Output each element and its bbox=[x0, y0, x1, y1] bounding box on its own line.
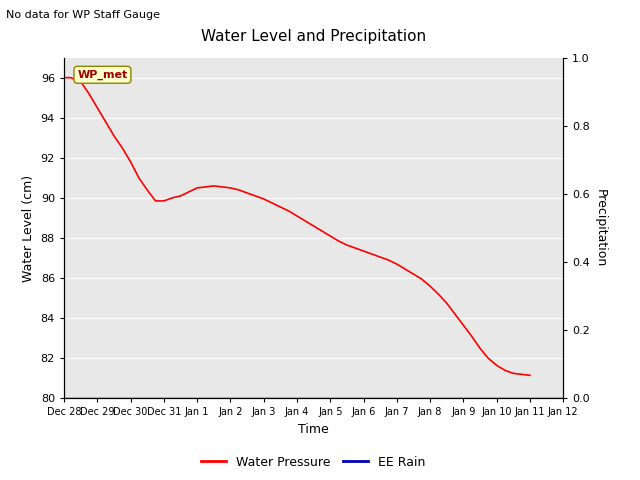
Text: No data for WP Staff Gauge: No data for WP Staff Gauge bbox=[6, 10, 161, 20]
Text: Water Level and Precipitation: Water Level and Precipitation bbox=[201, 29, 426, 44]
X-axis label: Time: Time bbox=[298, 423, 329, 436]
Y-axis label: Water Level (cm): Water Level (cm) bbox=[22, 174, 35, 282]
Legend: Water Pressure, EE Rain: Water Pressure, EE Rain bbox=[196, 451, 431, 474]
Y-axis label: Precipitation: Precipitation bbox=[594, 189, 607, 267]
Text: WP_met: WP_met bbox=[77, 70, 127, 80]
